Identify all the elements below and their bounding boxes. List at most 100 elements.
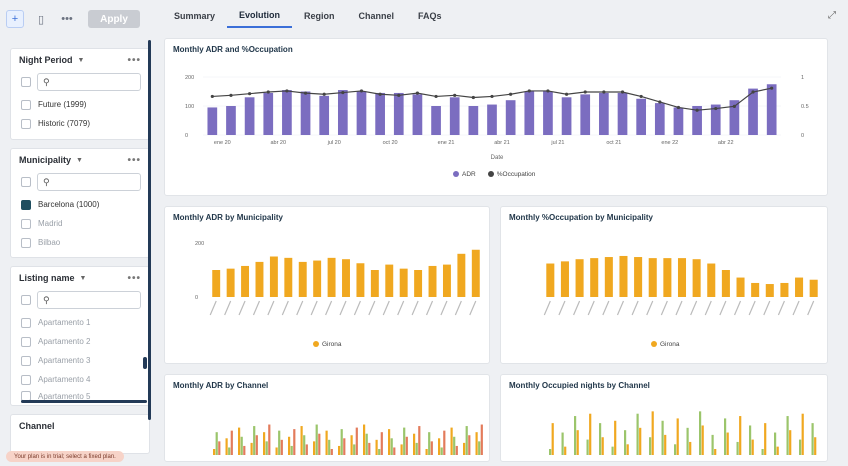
checkbox[interactable] (21, 237, 31, 248)
document-icon[interactable]: ▯ (37, 13, 45, 26)
bar[interactable] (250, 442, 253, 455)
bar[interactable] (343, 438, 346, 455)
bar[interactable] (574, 416, 577, 455)
bar[interactable] (319, 95, 330, 135)
tab-summary[interactable]: Summary (174, 11, 216, 21)
bar[interactable] (370, 270, 379, 297)
bar[interactable] (560, 261, 569, 297)
bar[interactable] (651, 411, 654, 455)
bar[interactable] (418, 426, 421, 455)
bar[interactable] (780, 282, 789, 297)
bar[interactable] (786, 416, 789, 455)
bar[interactable] (686, 427, 689, 455)
checkbox[interactable] (21, 355, 31, 366)
occupation-point[interactable] (695, 108, 699, 112)
occupation-point[interactable] (229, 93, 233, 97)
bar[interactable] (634, 257, 643, 297)
bar[interactable] (428, 265, 437, 297)
bar[interactable] (677, 258, 687, 297)
bar[interactable] (300, 426, 303, 455)
bar[interactable] (586, 439, 589, 455)
occupation-point[interactable] (751, 90, 755, 94)
bar[interactable] (365, 433, 368, 455)
bar[interactable] (636, 413, 639, 455)
pane-scrollbar[interactable] (148, 40, 151, 420)
bar[interactable] (375, 92, 385, 135)
bar[interactable] (604, 257, 613, 297)
more-icon[interactable]: ••• (61, 13, 73, 25)
occupation-point[interactable] (248, 92, 252, 96)
bar[interactable] (230, 430, 233, 455)
bar[interactable] (619, 255, 628, 297)
bar[interactable] (765, 284, 774, 297)
bar[interactable] (549, 449, 552, 455)
bar[interactable] (388, 429, 391, 455)
bar[interactable] (736, 441, 739, 455)
bar[interactable] (403, 427, 406, 455)
bar[interactable] (576, 430, 579, 455)
bar[interactable] (564, 446, 567, 455)
bar[interactable] (380, 432, 383, 455)
bar[interactable] (356, 91, 367, 136)
occupation-point[interactable] (732, 104, 736, 108)
occupation-point[interactable] (378, 92, 382, 96)
occupation-point[interactable] (359, 89, 364, 93)
bar[interactable] (284, 257, 293, 297)
bar[interactable] (385, 264, 394, 297)
bar[interactable] (356, 263, 365, 297)
bar[interactable] (729, 100, 740, 135)
bar[interactable] (355, 427, 358, 455)
bar[interactable] (599, 423, 602, 455)
bar[interactable] (801, 413, 804, 455)
bar[interactable] (648, 258, 657, 297)
bar[interactable] (268, 424, 271, 455)
legend-item[interactable]: Girona (313, 341, 342, 348)
bar[interactable] (282, 90, 292, 135)
bar[interactable] (350, 435, 353, 455)
search-input[interactable]: ⚲ (37, 291, 141, 309)
bar[interactable] (764, 423, 767, 455)
list-item[interactable]: Apartamento 2 (11, 332, 149, 351)
tab-region[interactable]: Region (304, 11, 335, 21)
checkbox[interactable] (21, 336, 31, 347)
occupation-point[interactable] (527, 89, 531, 93)
bar[interactable] (313, 260, 322, 297)
tab-channel[interactable]: Channel (358, 11, 395, 21)
tab-faqs[interactable]: FAQs (418, 11, 442, 21)
list-item[interactable]: Apartamento 3 (11, 351, 149, 370)
bar[interactable] (589, 413, 592, 455)
occupation-point[interactable] (658, 100, 662, 104)
more-icon[interactable]: ••• (127, 54, 141, 66)
bar[interactable] (228, 447, 231, 455)
bar[interactable] (714, 449, 717, 455)
bar[interactable] (327, 257, 336, 297)
occupation-point[interactable] (341, 90, 345, 95)
occupation-point[interactable] (303, 91, 308, 95)
bar[interactable] (465, 426, 468, 455)
occupation-point[interactable] (602, 90, 606, 94)
bar[interactable] (215, 432, 218, 455)
bar[interactable] (298, 261, 307, 297)
occupation-point[interactable] (620, 90, 625, 94)
bar[interactable] (375, 439, 378, 455)
bar[interactable] (415, 442, 418, 455)
bar[interactable] (428, 432, 431, 455)
occupation-point[interactable] (434, 94, 438, 99)
legend-item[interactable]: %Occupation (487, 171, 535, 178)
bar[interactable] (440, 447, 443, 455)
bar[interactable] (692, 106, 702, 135)
bar[interactable] (480, 424, 483, 455)
more-icon[interactable]: ••• (127, 154, 141, 166)
bar[interactable] (575, 259, 584, 297)
search-input[interactable]: ⚲ (37, 173, 141, 191)
bar[interactable] (378, 449, 381, 455)
chevron-down-icon[interactable]: ▼ (76, 156, 83, 164)
bar[interactable] (405, 436, 408, 455)
bar[interactable] (340, 429, 343, 455)
list-item[interactable]: Future (1999) (11, 95, 149, 114)
bar[interactable] (288, 436, 291, 455)
bar[interactable] (442, 264, 451, 297)
bar[interactable] (701, 425, 704, 455)
bar[interactable] (393, 92, 404, 135)
bar[interactable] (505, 100, 516, 135)
